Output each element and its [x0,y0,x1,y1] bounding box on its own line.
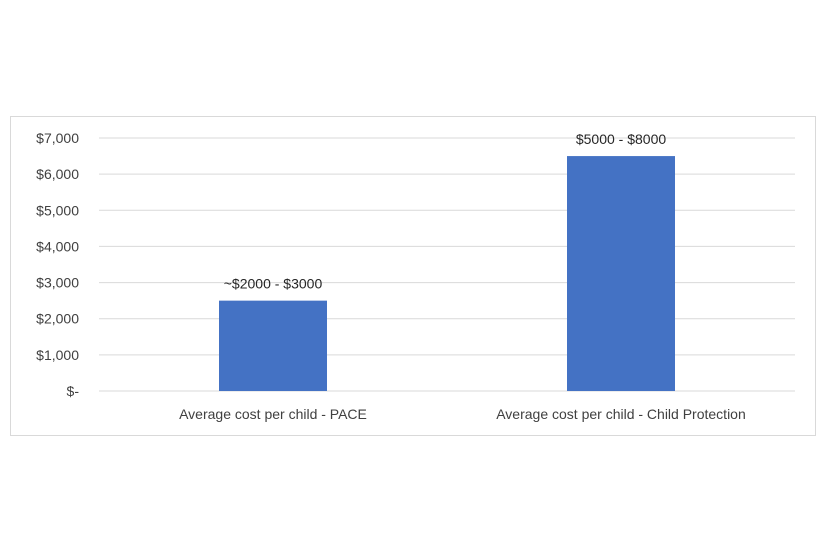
bar [219,300,327,391]
bars [219,156,675,391]
y-tick-label: $3,000 [36,275,79,291]
y-tick-label: $- [67,383,80,399]
gridlines [99,137,795,392]
y-tick-label: $2,000 [36,311,79,327]
bar [567,156,675,391]
data-label: ~$2000 - $3000 [224,276,323,292]
category-label: Average cost per child - Child Protectio… [496,406,746,422]
data-label: $5000 - $8000 [576,131,667,147]
category-label: Average cost per child - PACE [179,406,367,422]
x-axis-category-labels: Average cost per child - PACE Average cos… [179,406,746,422]
y-tick-label: $4,000 [36,238,79,254]
data-labels: ~$2000 - $3000 $5000 - $8000 [224,131,667,292]
bar-chart: $- $1,000 $2,000 $3,000 $4,000 $5,000 $6,000 $7… [36,130,795,422]
y-tick-label: $7,000 [36,130,79,146]
y-tick-label: $1,000 [36,347,79,363]
y-axis-tick-labels: $- $1,000 $2,000 $3,000 $4,000 $5,000 $6,000 $7… [36,130,79,399]
y-tick-label: $6,000 [36,166,79,182]
y-tick-label: $5,000 [36,202,79,218]
chart-area: $- $1,000 $2,000 $3,000 $4,000 $5,000 $6,000 $7… [10,116,816,436]
